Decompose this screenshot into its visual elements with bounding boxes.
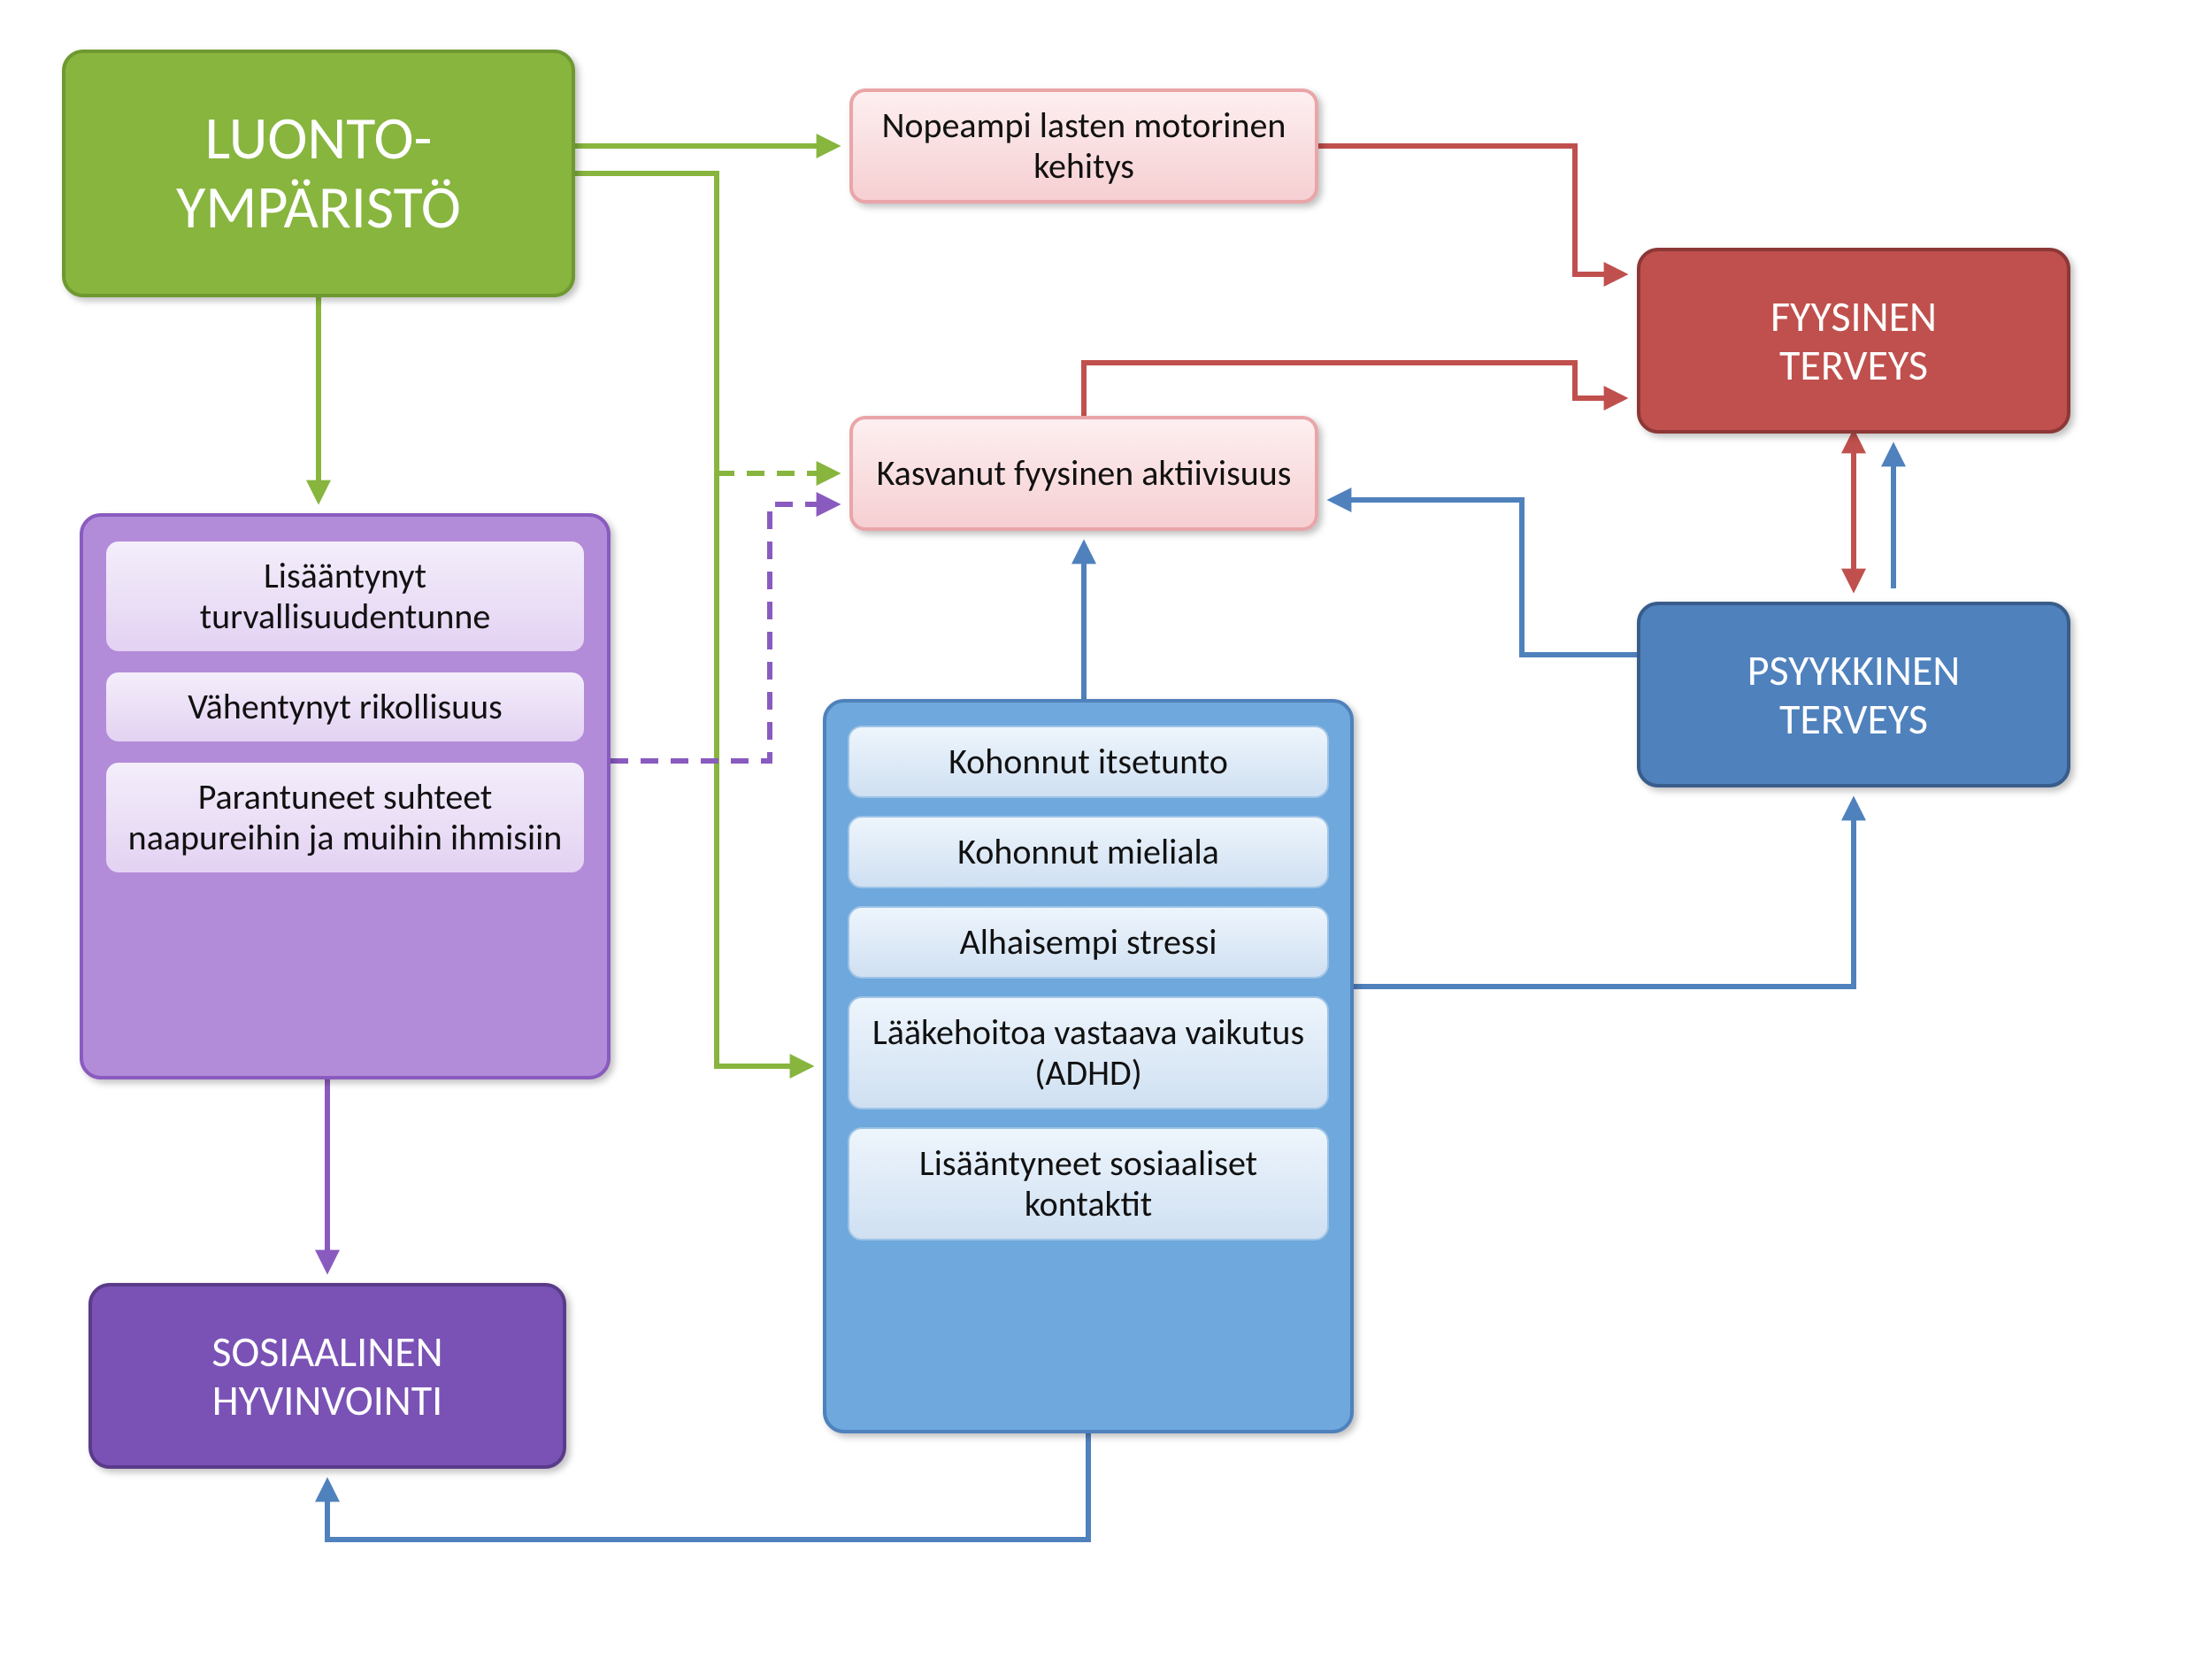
node-sosiaalinen-line1: SOSIAALINEN (211, 1325, 442, 1378)
pink2-text: Kasvanut fyysinen aktiivisuus (877, 453, 1292, 494)
edge-pink2-to-fyysinen (1084, 363, 1624, 416)
node-fyysinen-line2: TERVEYS (1779, 339, 1928, 391)
blue-item-3: Lääkehoitoa vastaava vaikutus (ADHD) (848, 996, 1329, 1110)
node-sosiaalinen-line2: HYVINVOINTI (212, 1374, 443, 1426)
diagram-canvas: LUONTO- YMPÄRISTÖ FYYSINEN TERVEYS PSYYK… (0, 0, 2212, 1659)
edge-blue-to-psyykkinen (1354, 801, 1854, 987)
purple-item-1: Vähentynyt rikollisuus (104, 671, 586, 743)
node-fyysinen-line1: FYYSINEN (1770, 290, 1937, 342)
node-luonto-line2: YMPÄRISTÖ (176, 171, 461, 244)
purple-item-2: Parantuneet suhteet naapureihin ja muihi… (104, 761, 586, 874)
pink1-text: Nopeampi lasten motorinen kehitys (871, 105, 1297, 187)
edge-pink1-to-fyysinen (1318, 146, 1624, 274)
node-luonto-ymparisto: LUONTO- YMPÄRISTÖ (62, 50, 575, 297)
node-psyykkinen-line1: PSYYKKINEN (1747, 644, 1961, 696)
container-blue-psych-factors: Kohonnut itsetunto Kohonnut mieliala Alhai… (823, 699, 1354, 1433)
node-sosiaalinen-hyvinvointi: SOSIAALINEN HYVINVOINTI (88, 1283, 566, 1469)
container-purple-social-factors: Lisääntynyt turvallisuudentunne Vähentyny… (80, 513, 611, 1079)
blue-item-2: Alhaisempi stressi (848, 906, 1329, 979)
node-nopeampi-motorinen-kehitys: Nopeampi lasten motorinen kehitys (849, 88, 1318, 204)
blue-item-1: Kohonnut mieliala (848, 816, 1329, 888)
node-psyykkinen-line2: TERVEYS (1779, 693, 1928, 745)
edge-psyykkinen-to-pink2 (1332, 500, 1637, 655)
node-luonto-line1: LUONTO- (205, 102, 433, 175)
blue-item-4: Lisääntyneet sosiaaliset kontaktit (848, 1127, 1329, 1240)
node-psyykkinen-terveys: PSYYKKINEN TERVEYS (1637, 602, 2070, 787)
node-kasvanut-fyysinen-aktiivisuus: Kasvanut fyysinen aktiivisuus (849, 416, 1318, 531)
blue-item-0: Kohonnut itsetunto (848, 726, 1329, 798)
purple-item-0: Lisääntynyt turvallisuudentunne (104, 540, 586, 653)
node-fyysinen-terveys: FYYSINEN TERVEYS (1637, 248, 2070, 434)
edge-purple-to-pink2-dashed (611, 504, 836, 761)
